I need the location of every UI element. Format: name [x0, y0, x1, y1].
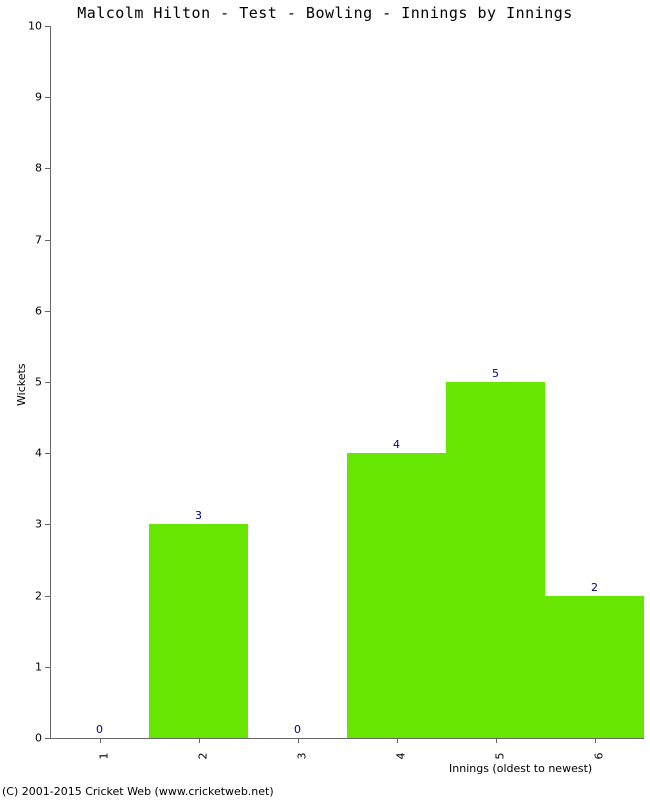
y-axis-line — [50, 26, 51, 738]
bar-value-label: 3 — [195, 509, 202, 522]
y-tick-label: 1 — [0, 660, 42, 673]
y-tick-label: 10 — [0, 20, 42, 33]
chart-container: Malcolm Hilton - Test - Bowling - Inning… — [0, 0, 650, 800]
y-tick-label: 3 — [0, 518, 42, 531]
x-tick-label: 5 — [493, 753, 506, 760]
x-tick-label: 4 — [394, 753, 407, 760]
y-tick-label: 5 — [0, 376, 42, 389]
chart-title: Malcolm Hilton - Test - Bowling - Inning… — [0, 4, 650, 22]
y-tick-label: 9 — [0, 91, 42, 104]
copyright-text: (C) 2001-2015 Cricket Web (www.cricketwe… — [2, 785, 274, 798]
bar — [446, 382, 545, 738]
bar — [347, 453, 446, 738]
bar-value-label: 2 — [591, 581, 598, 594]
y-tick-label: 7 — [0, 233, 42, 246]
bar-value-label: 4 — [393, 438, 400, 451]
y-tick-label: 4 — [0, 447, 42, 460]
bar-value-label: 5 — [492, 367, 499, 380]
x-tick-label: 6 — [592, 753, 605, 760]
y-tick-label: 2 — [0, 589, 42, 602]
y-tick-label: 0 — [0, 732, 42, 745]
bar-value-label: 0 — [294, 723, 301, 736]
bar — [149, 524, 248, 738]
x-tick-label: 2 — [196, 753, 209, 760]
y-tick-label: 8 — [0, 162, 42, 175]
bar-value-label: 0 — [96, 723, 103, 736]
x-tick-label: 1 — [97, 753, 110, 760]
x-axis-title: Innings (oldest to newest) — [449, 762, 592, 775]
x-axis-line — [50, 738, 644, 739]
bar — [545, 596, 644, 738]
x-tick-label: 3 — [295, 753, 308, 760]
y-tick-label: 6 — [0, 304, 42, 317]
